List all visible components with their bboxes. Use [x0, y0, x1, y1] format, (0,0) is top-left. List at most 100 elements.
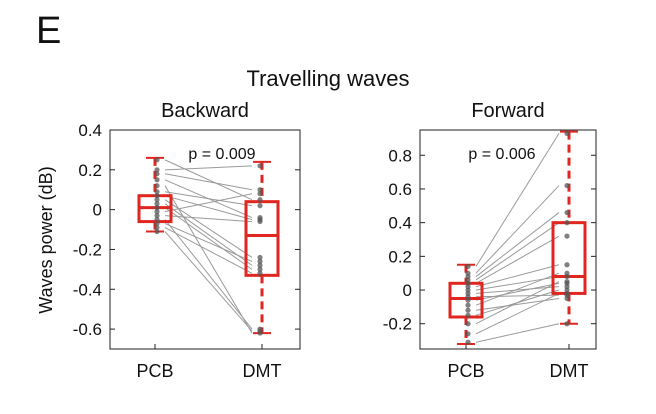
- data-point: [154, 213, 160, 219]
- x-tick-label: DMT: [243, 361, 282, 381]
- data-point: [564, 209, 570, 216]
- data-point: [154, 177, 160, 183]
- data-point: [257, 218, 263, 225]
- y-tick-label: -0.2: [73, 240, 102, 259]
- box: [244, 200, 280, 277]
- data-point: [564, 290, 570, 297]
- axes-frame: [109, 129, 301, 350]
- pair-line: [475, 281, 560, 325]
- data-point: [257, 270, 263, 276]
- data-point: [154, 197, 160, 203]
- pair-line: [475, 133, 560, 267]
- subplot-title: Forward: [471, 100, 544, 122]
- data-point: [564, 295, 570, 302]
- pair-line: [164, 165, 253, 171]
- pair-line: [164, 173, 253, 191]
- data-point: [257, 254, 263, 261]
- y-tick-label: 0.8: [388, 146, 412, 165]
- data-point: [564, 262, 570, 268]
- y-axis-label: Waves power (dB): [36, 166, 56, 313]
- pair-line: [164, 193, 253, 213]
- data-point: [564, 130, 570, 136]
- data-point: [154, 216, 160, 223]
- data-point: [257, 197, 263, 203]
- data-point: [564, 182, 570, 189]
- data-point: [465, 263, 471, 270]
- pair-line: [475, 323, 560, 343]
- data-point: [564, 270, 570, 276]
- axes-frame: [419, 129, 597, 350]
- pair-line: [164, 227, 253, 274]
- pair-line: [164, 195, 253, 221]
- data-point: [564, 233, 570, 239]
- data-point: [257, 163, 263, 169]
- data-point: [465, 312, 471, 318]
- data-point: [154, 209, 160, 215]
- data-point: [257, 262, 263, 268]
- pair-line: [164, 199, 253, 258]
- data-point: [154, 183, 160, 189]
- y-tick-label: 0: [403, 281, 412, 300]
- pair-line: [164, 215, 253, 223]
- data-point: [154, 201, 160, 207]
- data-point: [154, 205, 160, 211]
- pair-line: [475, 286, 560, 294]
- data-point: [465, 297, 471, 303]
- data-point: [154, 189, 160, 195]
- x-tick-label: PCB: [447, 361, 484, 381]
- data-point: [465, 339, 471, 345]
- pair-line: [475, 294, 560, 298]
- data-point: [257, 187, 263, 193]
- y-tick-label: -0.6: [73, 320, 102, 339]
- pair-line: [164, 219, 253, 330]
- p-value-annotation: p = 0.009: [188, 146, 255, 163]
- data-point: [154, 224, 160, 231]
- data-point: [465, 302, 471, 308]
- y-tick-label: 0.4: [78, 121, 102, 140]
- y-tick-label: 0.2: [78, 161, 102, 180]
- pair-line: [475, 292, 560, 335]
- y-tick-label: 0.4: [388, 214, 412, 233]
- data-point: [257, 203, 263, 209]
- pair-line: [164, 191, 253, 207]
- data-point: [257, 191, 263, 197]
- y-tick-label: 0.2: [388, 247, 412, 266]
- x-tick-label: DMT: [550, 361, 589, 381]
- pair-line: [475, 212, 560, 277]
- data-point: [564, 220, 570, 226]
- pair-line: [475, 222, 560, 281]
- data-point: [465, 321, 471, 327]
- y-tick-label: 0.6: [388, 180, 412, 199]
- y-tick-label: -0.2: [383, 315, 412, 334]
- y-tick-label: -0.4: [73, 280, 102, 299]
- data-point: [465, 331, 471, 337]
- figure-title: Travelling waves: [246, 66, 410, 91]
- data-point: [564, 321, 570, 327]
- data-point: [154, 193, 160, 199]
- x-tick-label: PCB: [136, 361, 173, 381]
- data-point: [154, 228, 160, 235]
- data-point: [257, 258, 263, 264]
- subplot-title: Backward: [161, 100, 249, 122]
- data-point: [154, 171, 160, 177]
- data-point: [154, 157, 160, 163]
- pair-line: [164, 223, 253, 262]
- pair-line: [475, 235, 560, 284]
- pair-line: [164, 207, 253, 270]
- p-value-annotation: p = 0.006: [468, 146, 535, 163]
- data-point: [257, 266, 263, 272]
- pair-line: [475, 264, 560, 288]
- data-point: [465, 307, 471, 313]
- data-point: [257, 328, 263, 334]
- data-point: [564, 279, 570, 285]
- data-point: [154, 220, 160, 227]
- data-point: [154, 167, 160, 173]
- pair-line: [475, 185, 560, 274]
- y-tick-label: 0: [93, 201, 102, 220]
- pair-line: [164, 185, 253, 334]
- pair-line: [475, 282, 560, 301]
- pair-line: [164, 231, 253, 332]
- pair-line: [164, 159, 253, 201]
- panel-letter: E: [36, 10, 62, 52]
